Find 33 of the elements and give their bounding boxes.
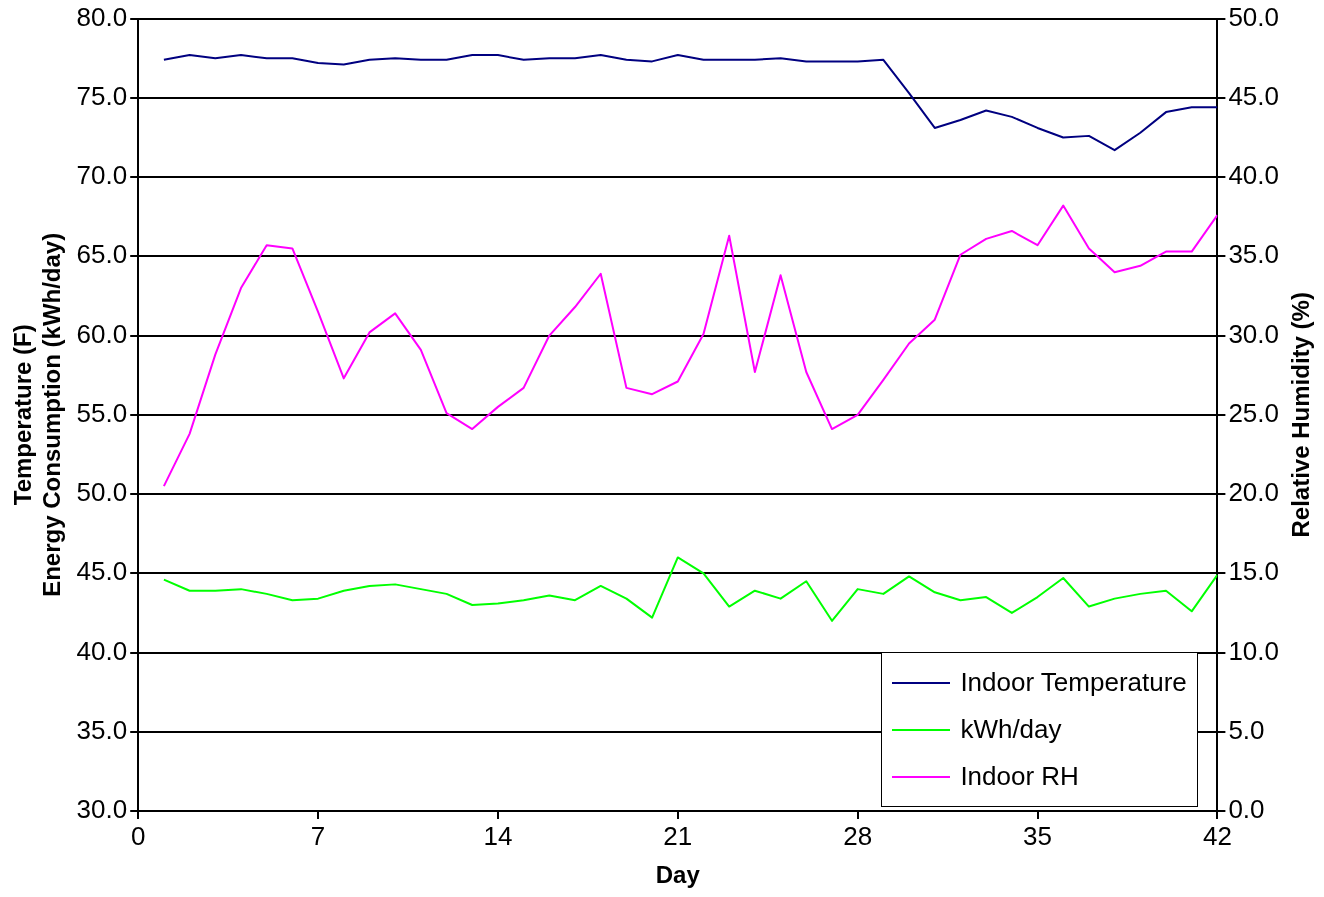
y2-tick-label: 20.0	[1228, 477, 1280, 508]
y-tick-label: 30.0	[76, 794, 128, 825]
y-tick-label: 65.0	[76, 239, 128, 270]
legend-label: kWh/day	[960, 714, 1062, 745]
y2-tick-label: 45.0	[1228, 81, 1280, 112]
x-axis-title: Day	[655, 861, 701, 889]
y-tick-label: 75.0	[76, 81, 128, 112]
y2-tick-label: 30.0	[1228, 318, 1280, 349]
y-tick-label: 45.0	[76, 556, 128, 587]
y-tick-label: 55.0	[76, 397, 128, 428]
x-tick-label: 14	[483, 820, 513, 851]
x-tick-label: 28	[843, 820, 873, 851]
y2-tick-label: 5.0	[1228, 714, 1265, 745]
legend-label: Indoor Temperature	[960, 667, 1187, 698]
y2-tick-label: 10.0	[1228, 635, 1280, 666]
x-tick-label: 35	[1023, 820, 1052, 851]
y2-tick-label: 25.0	[1228, 397, 1280, 428]
y-tick-label: 60.0	[76, 318, 128, 349]
y2-tick-label: 50.0	[1228, 1, 1280, 32]
y2-tick-label: 35.0	[1228, 239, 1280, 270]
legend-label: Indoor RH	[960, 761, 1079, 792]
x-tick-label: 7	[310, 820, 326, 851]
y-tick-label: 50.0	[76, 477, 128, 508]
y2-axis-title: Relative Humidity (%)	[1286, 292, 1314, 538]
y-tick-label: 40.0	[76, 635, 128, 666]
y2-tick-label: 15.0	[1228, 556, 1280, 587]
y-tick-label: 35.0	[76, 714, 128, 745]
y-axis-title: Temperature (F) Energy Consumption (kWh/day)	[9, 232, 65, 597]
x-tick-label: 0	[130, 820, 146, 851]
y-tick-label: 70.0	[76, 160, 128, 191]
x-tick-label: 21	[663, 820, 693, 851]
y2-tick-label: 40.0	[1228, 160, 1280, 191]
y-tick-label: 80.0	[76, 1, 128, 32]
